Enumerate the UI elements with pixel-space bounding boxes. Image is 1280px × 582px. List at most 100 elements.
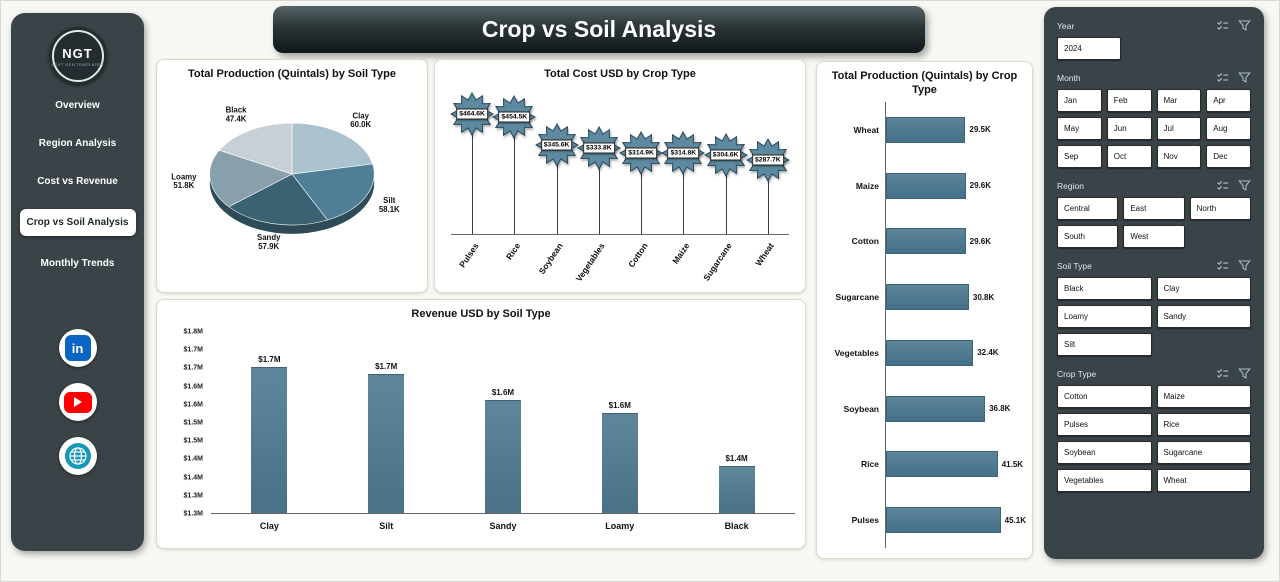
cost-star-marker-vegetables[interactable]: $333.8K (576, 125, 621, 170)
cost-star-marker-maize[interactable]: $314.8K (661, 130, 706, 175)
pie-slice-clay[interactable] (291, 122, 373, 175)
globe-icon[interactable] (58, 437, 97, 475)
slicer-option-wheat[interactable]: Wheat (1156, 469, 1251, 492)
cost-star-marker-cotton[interactable]: $314.9K (619, 130, 664, 175)
slicer-option-oct[interactable]: Oct (1106, 145, 1152, 168)
slicer-option-pulses[interactable]: Pulses (1057, 413, 1152, 436)
sidebar-item-overview[interactable]: Overview (55, 100, 100, 111)
cost-category-label: Cotton (625, 240, 650, 270)
filter-icon[interactable] (1238, 367, 1251, 380)
production-bar-pulses[interactable] (886, 507, 1001, 534)
filter-icon[interactable] (1238, 71, 1251, 84)
slicer-option-central[interactable]: Central (1057, 197, 1119, 220)
filter-icon[interactable] (1238, 19, 1251, 32)
slicer-option-east[interactable]: East (1123, 197, 1185, 220)
page-title: Crop vs Soil Analysis (273, 6, 925, 53)
cost-star-marker-wheat[interactable]: $287.7K (745, 137, 790, 182)
cost-category-label: Soybean (536, 240, 565, 276)
slicer-option-sep[interactable]: Sep (1057, 145, 1102, 168)
logo-subtext: NEXT GEN TEMPLATES (51, 61, 104, 67)
bar-value-label: 41.5K (1001, 459, 1024, 469)
slicer-option-clay[interactable]: Clay (1156, 277, 1251, 300)
revenue-bar-sandy[interactable] (484, 400, 521, 513)
slicer-option-north[interactable]: North (1189, 197, 1251, 220)
slicer-option-vegetables[interactable]: Vegetables (1057, 469, 1152, 492)
production-bar-sugarcane[interactable] (886, 284, 969, 311)
slicer-option-mar[interactable]: Mar (1156, 89, 1202, 112)
youtube-icon[interactable] (58, 383, 97, 421)
slicer-option-maize[interactable]: Maize (1156, 385, 1251, 408)
slicer-title: Month (1057, 72, 1081, 83)
bar-value-label: $1.6M (491, 388, 515, 397)
production-bar-rice[interactable] (886, 451, 998, 478)
cost-stem (556, 144, 558, 234)
linkedin-icon[interactable]: in (58, 329, 97, 367)
filter-icon[interactable] (1238, 179, 1251, 192)
filter-icon[interactable] (1238, 259, 1251, 272)
slicer-option-nov[interactable]: Nov (1156, 145, 1202, 168)
y-axis-tick: $1.4M (183, 455, 203, 463)
sidebar-item-region-analysis[interactable]: Region Analysis (38, 138, 117, 149)
category-label: Cotton (851, 236, 879, 247)
cost-stem (641, 152, 643, 234)
cost-category-label: Maize (670, 240, 692, 266)
youtube-glyph (63, 391, 92, 413)
slicer-option-feb[interactable]: Feb (1106, 89, 1152, 112)
chart-title: Total Production (Quintals) by Soil Type (188, 68, 396, 80)
slicer-option-black[interactable]: Black (1057, 277, 1152, 300)
cost-category-label: Pulses (456, 240, 481, 270)
production-bar-soybean[interactable] (886, 395, 986, 422)
pie-slice-sandy[interactable] (228, 173, 328, 226)
cost-star-marker-pulses[interactable]: $464.6K (450, 91, 495, 137)
slicer-option-jul[interactable]: Jul (1156, 117, 1202, 140)
slicer-option-cotton[interactable]: Cotton (1057, 385, 1152, 408)
production-bar-maize[interactable] (886, 172, 966, 199)
pie-slice-black[interactable] (218, 122, 293, 175)
revenue-bar-clay[interactable] (251, 367, 288, 513)
pie-slice-loamy[interactable] (209, 149, 293, 207)
cost-star-marker-rice[interactable]: $454.5K (492, 94, 537, 139)
slicer-option-south[interactable]: South (1057, 225, 1119, 248)
slicer-option-may[interactable]: May (1057, 117, 1102, 140)
slicer-header: Month (1057, 71, 1251, 84)
revenue-bar-loamy[interactable] (601, 413, 638, 513)
slicer-option-aug[interactable]: Aug (1206, 117, 1251, 140)
slicer-option-dec[interactable]: Dec (1206, 145, 1251, 168)
slicer-option-sandy[interactable]: Sandy (1156, 305, 1251, 328)
production-bar-cotton[interactable] (886, 228, 966, 255)
slicer-option-2024[interactable]: 2024 (1057, 37, 1121, 60)
sidebar-item-monthly-trends[interactable]: Monthly Trends (40, 258, 115, 269)
cost-star-marker-sugarcane[interactable]: $304.6K (703, 133, 748, 178)
slicer-option-rice[interactable]: Rice (1156, 413, 1251, 436)
category-label: Pulses (851, 515, 879, 526)
y-axis-tick: $1.6M (183, 401, 203, 409)
select-all-icon[interactable] (1216, 19, 1229, 32)
slicer-header-icons (1216, 259, 1251, 272)
slicer-option-apr[interactable]: Apr (1206, 89, 1251, 112)
select-all-icon[interactable] (1216, 179, 1229, 192)
select-all-icon[interactable] (1216, 367, 1229, 380)
bar-track: 45.1K (885, 492, 1026, 548)
bar-value-label: 29.5K (969, 125, 991, 135)
cost-stem (598, 147, 600, 234)
production-bar-vegetables[interactable] (886, 339, 974, 366)
cost-item-sugarcane: $304.6K (703, 94, 748, 234)
slicer-option-silt[interactable]: Silt (1057, 333, 1152, 356)
sidebar-item-crop-vs-soil-analysis[interactable]: Crop vs Soil Analysis (19, 209, 136, 236)
slicer-option-soybean[interactable]: Soybean (1057, 441, 1152, 464)
production-bar-wheat[interactable] (886, 116, 966, 143)
cost-star-marker-soybean[interactable]: $345.6K (534, 122, 579, 167)
slicer-option-west[interactable]: West (1123, 225, 1185, 248)
sidebar-item-cost-vs-revenue[interactable]: Cost vs Revenue (37, 176, 118, 187)
slicer-option-loamy[interactable]: Loamy (1057, 305, 1152, 328)
select-all-icon[interactable] (1216, 259, 1229, 272)
bar-value-label: $1.7M (375, 362, 398, 371)
cost-item-maize: $314.8K (661, 94, 706, 234)
slicer-option-sugarcane[interactable]: Sugarcane (1156, 441, 1251, 464)
select-all-icon[interactable] (1216, 71, 1229, 84)
slicer-option-jan[interactable]: Jan (1057, 89, 1102, 112)
revenue-bar-silt[interactable] (368, 374, 405, 513)
pie-slice-silt[interactable] (291, 163, 375, 221)
revenue-bar-black[interactable] (718, 466, 755, 513)
slicer-option-jun[interactable]: Jun (1106, 117, 1152, 140)
